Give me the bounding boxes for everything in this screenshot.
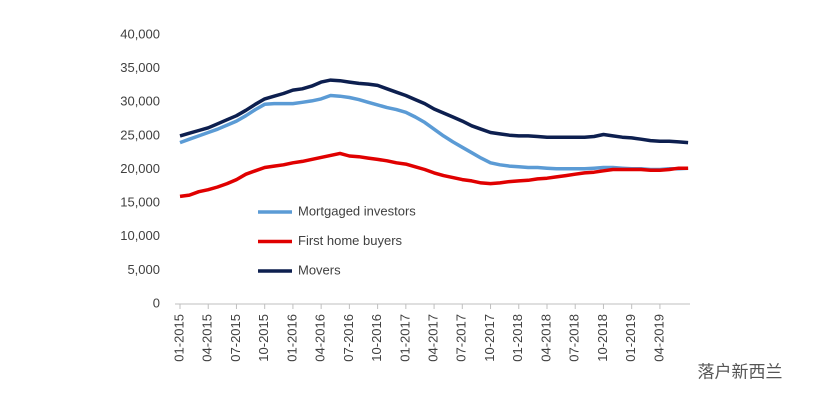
x-tick-label: 07-2016: [341, 314, 356, 362]
y-tick-label: 0: [153, 295, 160, 310]
x-tick-label: 04-2017: [426, 314, 441, 362]
x-tick-label: 01-2015: [171, 314, 186, 362]
x-tick-label: 04-2018: [538, 314, 553, 362]
x-tick-label: 01-2018: [510, 314, 525, 362]
y-tick-label: 40,000: [120, 26, 160, 41]
y-tick-label: 20,000: [120, 161, 160, 176]
x-tick-label: 04-2015: [200, 314, 215, 362]
y-tick-label: 30,000: [120, 94, 160, 109]
y-tick-label: 15,000: [120, 195, 160, 210]
watermark: 落户新西兰: [698, 362, 783, 381]
series-line: [179, 78, 689, 145]
x-tick-label: 04-2019: [651, 314, 666, 362]
x-tick-label: 10-2016: [369, 314, 384, 362]
series-line: [179, 151, 689, 199]
legend-label: Movers: [298, 262, 341, 277]
x-tick-label: 07-2015: [228, 314, 243, 362]
legend-label: First home buyers: [298, 233, 403, 248]
x-tick-label: 01-2019: [623, 314, 638, 362]
x-tick-label: 10-2015: [256, 314, 271, 362]
x-tick-label: 01-2016: [284, 314, 299, 362]
x-tick-label: 04-2016: [313, 314, 328, 362]
y-tick-label: 5,000: [127, 262, 160, 277]
series-line: [179, 93, 689, 172]
x-tick-label: 10-2018: [595, 314, 610, 362]
y-tick-label: 25,000: [120, 127, 160, 142]
x-tick-label: 01-2017: [397, 314, 412, 362]
y-tick-label: 10,000: [120, 228, 160, 243]
x-tick-label: 07-2018: [567, 314, 582, 362]
x-tick-label: 10-2017: [482, 314, 497, 362]
x-tick-label: 07-2017: [454, 314, 469, 362]
y-tick-label: 35,000: [120, 60, 160, 75]
legend-label: Mortgaged investors: [298, 203, 416, 218]
